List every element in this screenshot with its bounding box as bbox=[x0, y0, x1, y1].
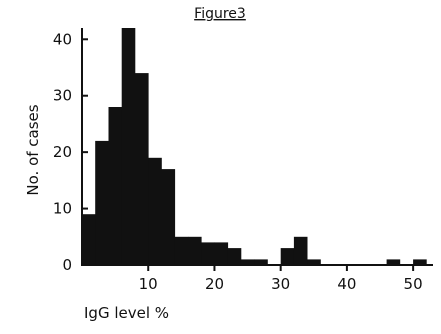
histogram-bar bbox=[95, 140, 109, 265]
histogram-bar bbox=[386, 259, 401, 265]
y-tick-label: 20 bbox=[53, 143, 72, 161]
chart-title: Figure3 bbox=[194, 6, 246, 22]
histogram-bar bbox=[307, 259, 321, 265]
y-axis-label: No. of cases bbox=[24, 104, 42, 195]
y-tick-label: 10 bbox=[53, 200, 72, 218]
histogram-bar bbox=[214, 242, 229, 265]
axes-group bbox=[81, 28, 433, 271]
histogram-bar bbox=[108, 107, 123, 265]
y-tick-label: 30 bbox=[53, 87, 72, 105]
histogram-bar bbox=[280, 248, 295, 265]
x-tick-label: 50 bbox=[404, 275, 423, 293]
x-tick-label: 10 bbox=[139, 275, 158, 293]
histogram-bar bbox=[188, 236, 202, 265]
x-tick-label: 40 bbox=[337, 275, 356, 293]
x-tick-label: 20 bbox=[205, 275, 224, 293]
histogram-bar bbox=[174, 236, 189, 265]
histogram-bar bbox=[135, 73, 149, 265]
histogram-bar bbox=[254, 259, 268, 265]
histogram-bar bbox=[413, 259, 427, 265]
y-tick-label: 40 bbox=[53, 30, 72, 48]
histogram-bar bbox=[161, 169, 176, 265]
histogram-bar bbox=[227, 248, 242, 265]
bars-group bbox=[82, 28, 427, 265]
y-tick-label: 0 bbox=[62, 256, 72, 274]
x-axis-label: IgG level % bbox=[84, 304, 169, 322]
histogram-bar bbox=[82, 214, 96, 265]
ticks-group: 0 10 20 30 40 10 20 30 40 50 bbox=[53, 30, 423, 293]
histogram-bar bbox=[201, 242, 215, 265]
histogram-bar bbox=[240, 259, 255, 265]
x-tick-label: 30 bbox=[271, 275, 290, 293]
histogram-bar bbox=[121, 28, 136, 265]
histogram-bar bbox=[293, 236, 308, 265]
histogram-bar bbox=[148, 157, 162, 265]
